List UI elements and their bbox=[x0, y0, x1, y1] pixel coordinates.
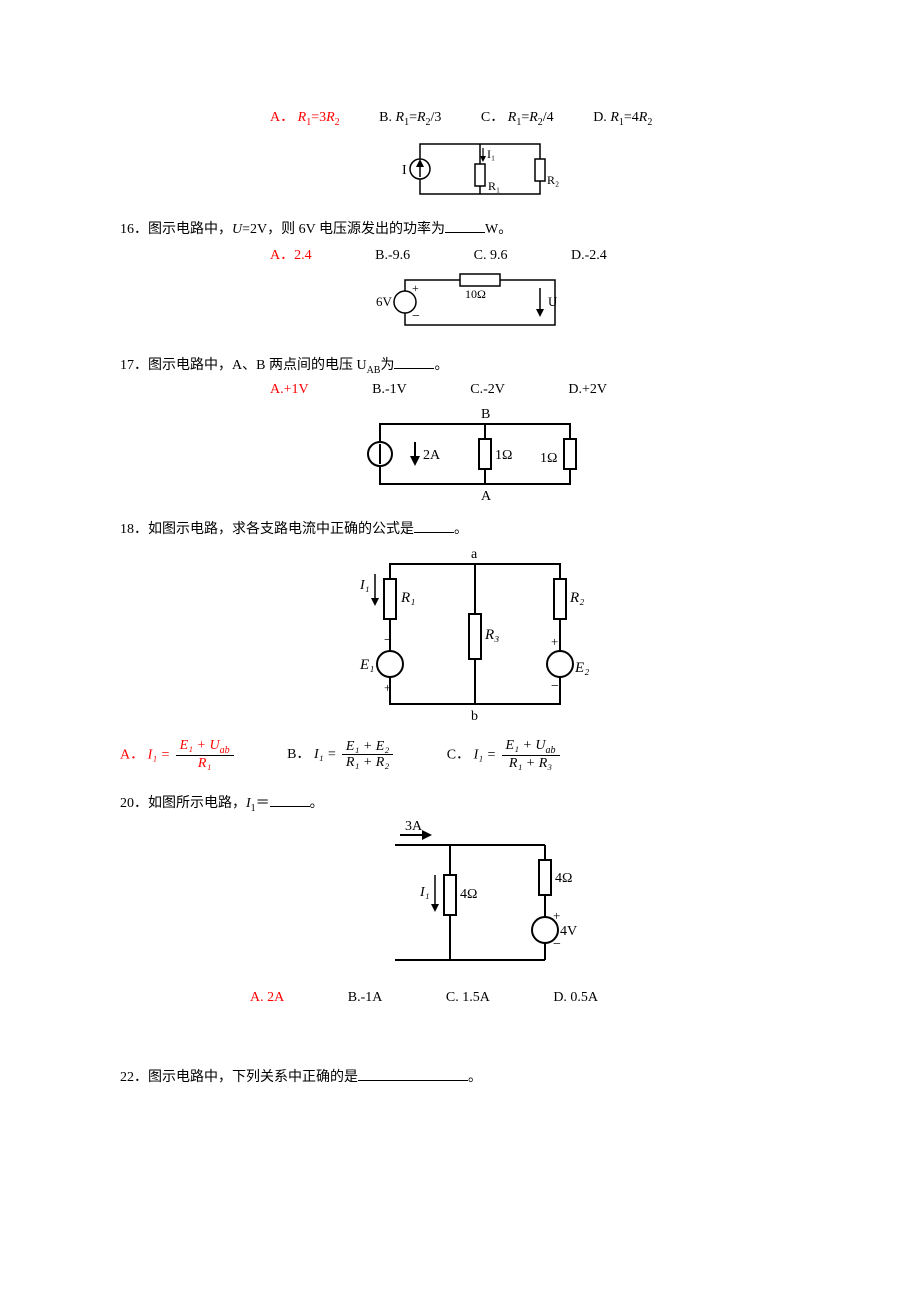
q16-option-c: C. 9.6 bbox=[474, 248, 508, 264]
svg-text:U: U bbox=[548, 294, 558, 309]
svg-text:+: + bbox=[412, 281, 419, 295]
svg-text:I₁: I₁ bbox=[359, 578, 370, 593]
q15-option-d: D. R1=4R2 bbox=[593, 110, 652, 128]
q20-option-c: C. 1.5A bbox=[446, 990, 490, 1006]
svg-text:R₁: R₁ bbox=[488, 179, 500, 193]
svg-text:−: − bbox=[553, 937, 561, 952]
q16-options: A．2.4 B.-9.6 C. 9.6 D.-2.4 bbox=[120, 244, 830, 264]
q15-option-c: C． R1=R2/4 bbox=[481, 106, 554, 128]
q16-diagram: 6V + − 10Ω U bbox=[120, 270, 830, 340]
q18-equations: A． I₁ = E₁ + Uab R₁ B． I₁ = E₁ + E₂ R₁ +… bbox=[120, 738, 830, 772]
svg-text:1Ω: 1Ω bbox=[540, 451, 557, 466]
svg-text:1Ω: 1Ω bbox=[495, 448, 512, 463]
q16-option-b: B.-9.6 bbox=[375, 248, 410, 264]
svg-text:−: − bbox=[412, 309, 420, 324]
svg-text:R₂: R₂ bbox=[547, 173, 559, 187]
svg-text:R₁: R₁ bbox=[400, 590, 415, 606]
q17-option-b: B.-1V bbox=[372, 382, 407, 398]
q15-options: A． R1=3R2 B. R1=R2/3 C． R1=R2/4 D. R1=4R… bbox=[120, 106, 830, 128]
q16-option-a: A．2.4 bbox=[270, 244, 312, 264]
q20-options: A. 2A B.-1A C. 1.5A D. 0.5A bbox=[120, 990, 830, 1006]
svg-text:6V: 6V bbox=[376, 294, 393, 309]
q15-diagram: I R₁ I₁ R₂ bbox=[120, 134, 830, 204]
svg-text:10Ω: 10Ω bbox=[465, 287, 486, 301]
svg-text:−: − bbox=[384, 633, 392, 648]
svg-text:4V: 4V bbox=[560, 924, 577, 939]
q20-option-b: B.-1A bbox=[348, 990, 383, 1006]
q22-text: 22．图示电路中，下列关系中正确的是。 bbox=[120, 1066, 830, 1086]
svg-text:3A: 3A bbox=[405, 820, 423, 834]
q20-diagram: 3A 4Ω I₁ 4Ω + − 4V bbox=[120, 820, 830, 980]
svg-text:−: − bbox=[551, 679, 559, 694]
q15-option-a: A． R1=3R2 bbox=[270, 106, 340, 128]
svg-text:I₁: I₁ bbox=[487, 147, 495, 161]
svg-text:a: a bbox=[471, 547, 478, 562]
q20-text: 20．如图所示电路，I1＝。 bbox=[120, 792, 830, 814]
q20-option-d: D. 0.5A bbox=[553, 990, 598, 1006]
svg-text:A: A bbox=[481, 489, 492, 504]
svg-text:E₁: E₁ bbox=[359, 657, 374, 673]
svg-text:I₁: I₁ bbox=[419, 885, 430, 900]
svg-text:b: b bbox=[471, 709, 478, 724]
q18-option-a: A． I₁ = E₁ + Uab R₁ bbox=[120, 738, 236, 772]
q16-option-d: D.-2.4 bbox=[571, 248, 607, 264]
svg-text:R₂: R₂ bbox=[569, 590, 584, 606]
svg-text:4Ω: 4Ω bbox=[555, 871, 572, 886]
svg-text:+: + bbox=[551, 634, 558, 649]
q18-option-c: C． I₁ = E₁ + Uab R₁ + R₃ bbox=[447, 738, 562, 772]
q18-option-b: B． I₁ = E₁ + E₂ R₁ + R₂ bbox=[287, 739, 395, 771]
svg-text:I: I bbox=[402, 163, 407, 178]
svg-text:B: B bbox=[481, 407, 490, 422]
svg-text:R₃: R₃ bbox=[484, 627, 499, 643]
q17-option-d: D.+2V bbox=[568, 382, 607, 398]
q17-text: 17．图示电路中，A、B 两点间的电压 UAB为。 bbox=[120, 354, 830, 376]
svg-text:4Ω: 4Ω bbox=[460, 887, 477, 902]
page: A． R1=3R2 B. R1=R2/3 C． R1=R2/4 D. R1=4R… bbox=[0, 0, 920, 1152]
q17-option-c: C.-2V bbox=[470, 382, 505, 398]
svg-text:+: + bbox=[384, 680, 391, 695]
svg-text:E₂: E₂ bbox=[574, 660, 589, 676]
q20-option-a: A. 2A bbox=[250, 990, 284, 1006]
q17-diagram: B A 2A 1Ω 1Ω bbox=[120, 404, 830, 504]
q18-text: 18．如图示电路，求各支路电流中正确的公式是。 bbox=[120, 518, 830, 538]
q16-text: 16．图示电路中，U=2V，则 6V 电压源发出的功率为W。 bbox=[120, 218, 830, 238]
q17-option-a: A.+1V bbox=[270, 382, 309, 398]
q18-diagram: a b R₁ I₁ − + E₁ R₃ R₂ + − E₂ bbox=[120, 544, 830, 724]
q17-options: A.+1V B.-1V C.-2V D.+2V bbox=[120, 382, 830, 398]
svg-text:2A: 2A bbox=[423, 448, 441, 463]
q15-option-b: B. R1=R2/3 bbox=[379, 110, 441, 128]
svg-text:+: + bbox=[553, 908, 560, 923]
